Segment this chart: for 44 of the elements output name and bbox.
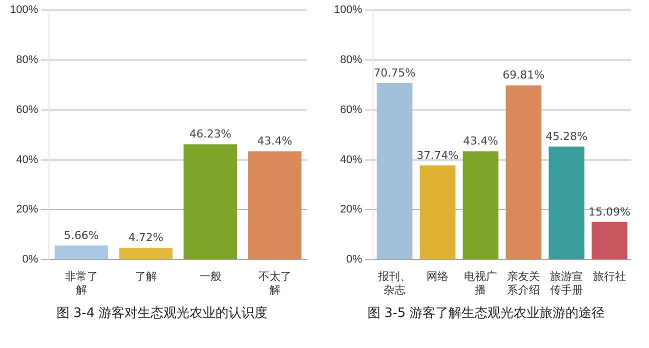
text: 图 3-5 游客了解生态观光农业旅游的途径 bbox=[367, 305, 605, 322]
y-tick-label: 100% bbox=[10, 4, 38, 16]
y-tick-label: 20% bbox=[16, 204, 38, 216]
y-tick-label: 60% bbox=[16, 104, 38, 116]
bar bbox=[420, 165, 456, 260]
data-label: 69.81% bbox=[502, 68, 545, 82]
x-tick-label: 报刊、杂志 bbox=[377, 271, 412, 296]
x-tick-label: 了解 bbox=[134, 271, 157, 284]
y-tick-label: 80% bbox=[340, 54, 362, 66]
data-label: 5.66% bbox=[64, 228, 99, 242]
y-tick-label: 40% bbox=[340, 154, 362, 166]
x-tick-label: 电视广播 bbox=[464, 270, 498, 296]
data-label: 45.28% bbox=[546, 130, 588, 143]
y-tick-label: 80% bbox=[16, 54, 38, 66]
bar bbox=[462, 151, 498, 260]
data-label: 15.09% bbox=[588, 205, 630, 218]
text: 图 3-4 游客对生态观光农业的认识度 bbox=[56, 305, 268, 322]
x-tick-label: 旅行社 bbox=[593, 270, 626, 284]
data-label: 70.75% bbox=[374, 66, 416, 80]
bar bbox=[248, 151, 302, 260]
y-tick-label: 60% bbox=[340, 104, 362, 116]
bar bbox=[548, 146, 584, 260]
bar bbox=[376, 83, 412, 260]
x-tick-label: 网络 bbox=[426, 271, 449, 284]
y-tick-label: 100% bbox=[334, 4, 362, 16]
data-label: 43.4% bbox=[463, 134, 498, 148]
data-label: 4.72% bbox=[128, 231, 164, 244]
data-label: 46.23% bbox=[189, 128, 232, 141]
x-tick-label: 亲友关系介绍 bbox=[507, 270, 540, 296]
x-tick-label: 旅游宣传手册 bbox=[550, 270, 584, 296]
y-tick-label: 40% bbox=[16, 154, 38, 166]
data-label: 43.4% bbox=[257, 134, 292, 148]
bar bbox=[119, 248, 173, 260]
bar bbox=[184, 144, 237, 260]
y-tick-label: 0% bbox=[346, 254, 362, 266]
bar bbox=[54, 245, 108, 260]
x-tick-label: 一般 bbox=[199, 271, 222, 284]
bar bbox=[592, 222, 628, 260]
y-tick-label: 20% bbox=[340, 204, 362, 216]
x-tick-label: 不太了解 bbox=[258, 270, 292, 296]
x-tick-label: 非常了解 bbox=[64, 270, 98, 296]
data-label: 37.74% bbox=[416, 148, 459, 162]
y-tick-label: 0% bbox=[22, 254, 38, 266]
bar bbox=[506, 85, 542, 260]
